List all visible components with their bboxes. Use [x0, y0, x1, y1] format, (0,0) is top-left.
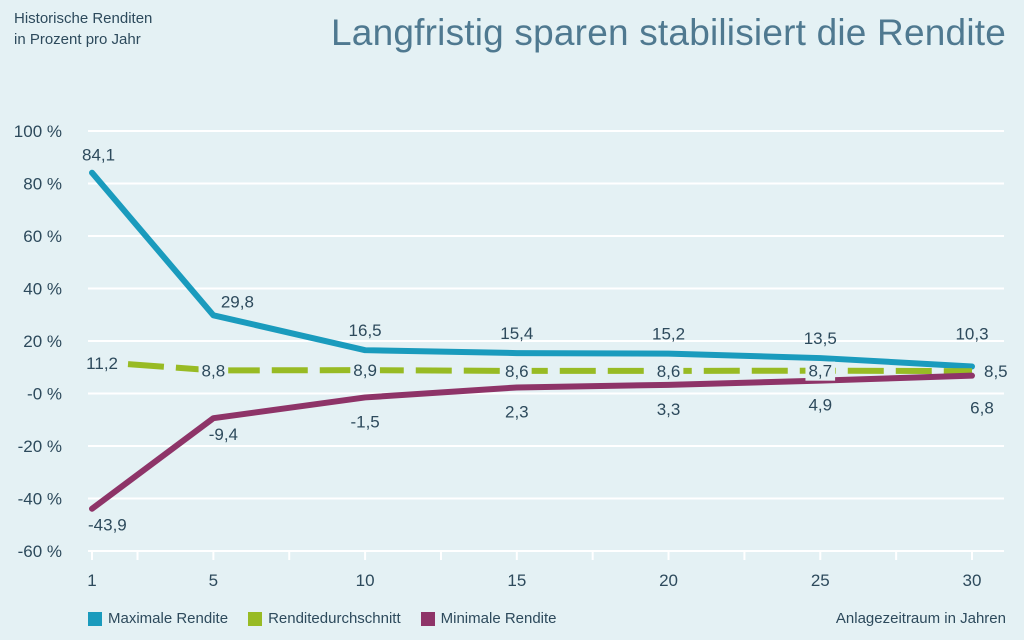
svg-text:8,7: 8,7: [808, 362, 832, 381]
data-label-min: -43,9: [88, 516, 127, 535]
svg-text:-1,5: -1,5: [350, 412, 379, 431]
legend-item-avg: Renditedurchschnitt: [248, 610, 401, 627]
x-tick-label: 10: [356, 571, 375, 590]
svg-text:2,3: 2,3: [505, 402, 529, 421]
x-tick-label: 15: [507, 571, 526, 590]
data-label-min: -1,5: [350, 412, 379, 431]
legend: Maximale Rendite Renditedurchschnitt Min…: [88, 610, 577, 627]
data-label-avg: 8,6: [653, 361, 684, 381]
data-label-min: 4,9: [808, 396, 832, 415]
data-label-max: 10,3: [955, 324, 988, 343]
data-label-min: -9,4: [209, 425, 238, 444]
x-tick-label: 30: [963, 571, 982, 590]
legend-swatch-avg: [248, 611, 263, 626]
svg-text:8,8: 8,8: [202, 361, 226, 380]
data-label-min: 6,8: [970, 399, 994, 418]
y-tick-label: 100 %: [14, 122, 62, 141]
legend-label-min: Minimale Rendite: [440, 610, 557, 627]
data-label-max: 15,4: [500, 324, 533, 343]
legend-swatch-max: [88, 611, 102, 626]
data-label-avg: 8,7: [805, 361, 836, 381]
data-label-avg: 8,6: [502, 361, 532, 381]
svg-text:11,2: 11,2: [86, 354, 118, 373]
svg-text:8,6: 8,6: [505, 362, 529, 381]
y-axis-title: Historische Renditen in Prozent pro Jahr: [14, 8, 214, 50]
series-line-avg: [127, 361, 973, 375]
data-label-max: 84,1: [82, 146, 115, 165]
svg-text:8,5: 8,5: [984, 362, 1008, 381]
svg-text:3,3: 3,3: [657, 400, 681, 419]
svg-text:15,4: 15,4: [500, 324, 533, 343]
chart-title: Langfristig sparen stabilisiert die Rend…: [331, 12, 1006, 53]
x-tick-label: 25: [811, 571, 830, 590]
y-tick-label: 40 %: [23, 280, 62, 299]
data-label-avg: 11,2: [86, 354, 118, 373]
legend-item-max: Maximale Rendite: [88, 610, 228, 627]
legend-label-max: Maximale Rendite: [108, 610, 229, 627]
svg-text:4,9: 4,9: [808, 396, 832, 415]
data-label-max: 16,5: [349, 321, 382, 340]
data-label-min: 3,3: [657, 400, 681, 419]
data-label-avg: 8,5: [981, 362, 1011, 382]
y-tick-label: -40 %: [18, 490, 62, 509]
svg-text:10,3: 10,3: [955, 324, 988, 343]
y-tick-label: -20 %: [18, 437, 62, 456]
y-tick-labels: 100 % 80 % 60 % 40 % 20 % -0 % -20 % -40 % -60 %: [14, 122, 62, 561]
y-tick-label: -0 %: [27, 385, 62, 404]
x-tick-label: 20: [659, 571, 678, 590]
svg-text:8,6: 8,6: [657, 362, 681, 381]
svg-text:15,2: 15,2: [652, 325, 685, 344]
x-axis: 1 5 10 15 20 25 30: [87, 552, 981, 590]
svg-text:-9,4: -9,4: [209, 425, 238, 444]
y-tick-label: 20 %: [23, 332, 62, 351]
legend-swatch-min: [420, 611, 435, 626]
data-label-max: 15,2: [652, 325, 685, 344]
x-tick-label: 1: [87, 571, 96, 590]
y-tick-label: -60 %: [18, 542, 62, 561]
data-label-avg: 8,8: [198, 361, 229, 381]
svg-text:6,8: 6,8: [970, 399, 994, 418]
grid-lines: [88, 130, 1004, 552]
y-axis-title-line1: Historische Renditen: [14, 10, 153, 27]
x-tick-label: 5: [209, 571, 218, 590]
data-label-avg: 8,9: [350, 361, 380, 381]
x-axis-title: Anlagezeitraum in Jahren: [835, 610, 1006, 627]
data-label-max: 29,8: [221, 292, 254, 311]
svg-text:16,5: 16,5: [349, 321, 382, 340]
data-label-max: 13,5: [804, 329, 837, 348]
series-line-max: [89, 169, 975, 370]
data-labels: 84,1 29,8 16,5 15,4 15,2 13,5 10,3 11,2 8,8 8,9 8,…: [82, 146, 1011, 535]
legend-item-min: Minimale Rendite: [420, 610, 557, 627]
svg-text:-43,9: -43,9: [88, 516, 127, 535]
svg-text:13,5: 13,5: [804, 329, 837, 348]
y-axis-title-line2: in Prozent pro Jahr: [14, 31, 141, 48]
y-tick-label: 80 %: [23, 175, 62, 194]
svg-text:84,1: 84,1: [82, 146, 115, 165]
data-label-min: 2,3: [505, 402, 529, 421]
svg-text:8,9: 8,9: [353, 361, 377, 380]
legend-label-avg: Renditedurchschnitt: [268, 610, 401, 627]
y-tick-label: 60 %: [23, 227, 62, 246]
svg-text:29,8: 29,8: [221, 292, 254, 311]
